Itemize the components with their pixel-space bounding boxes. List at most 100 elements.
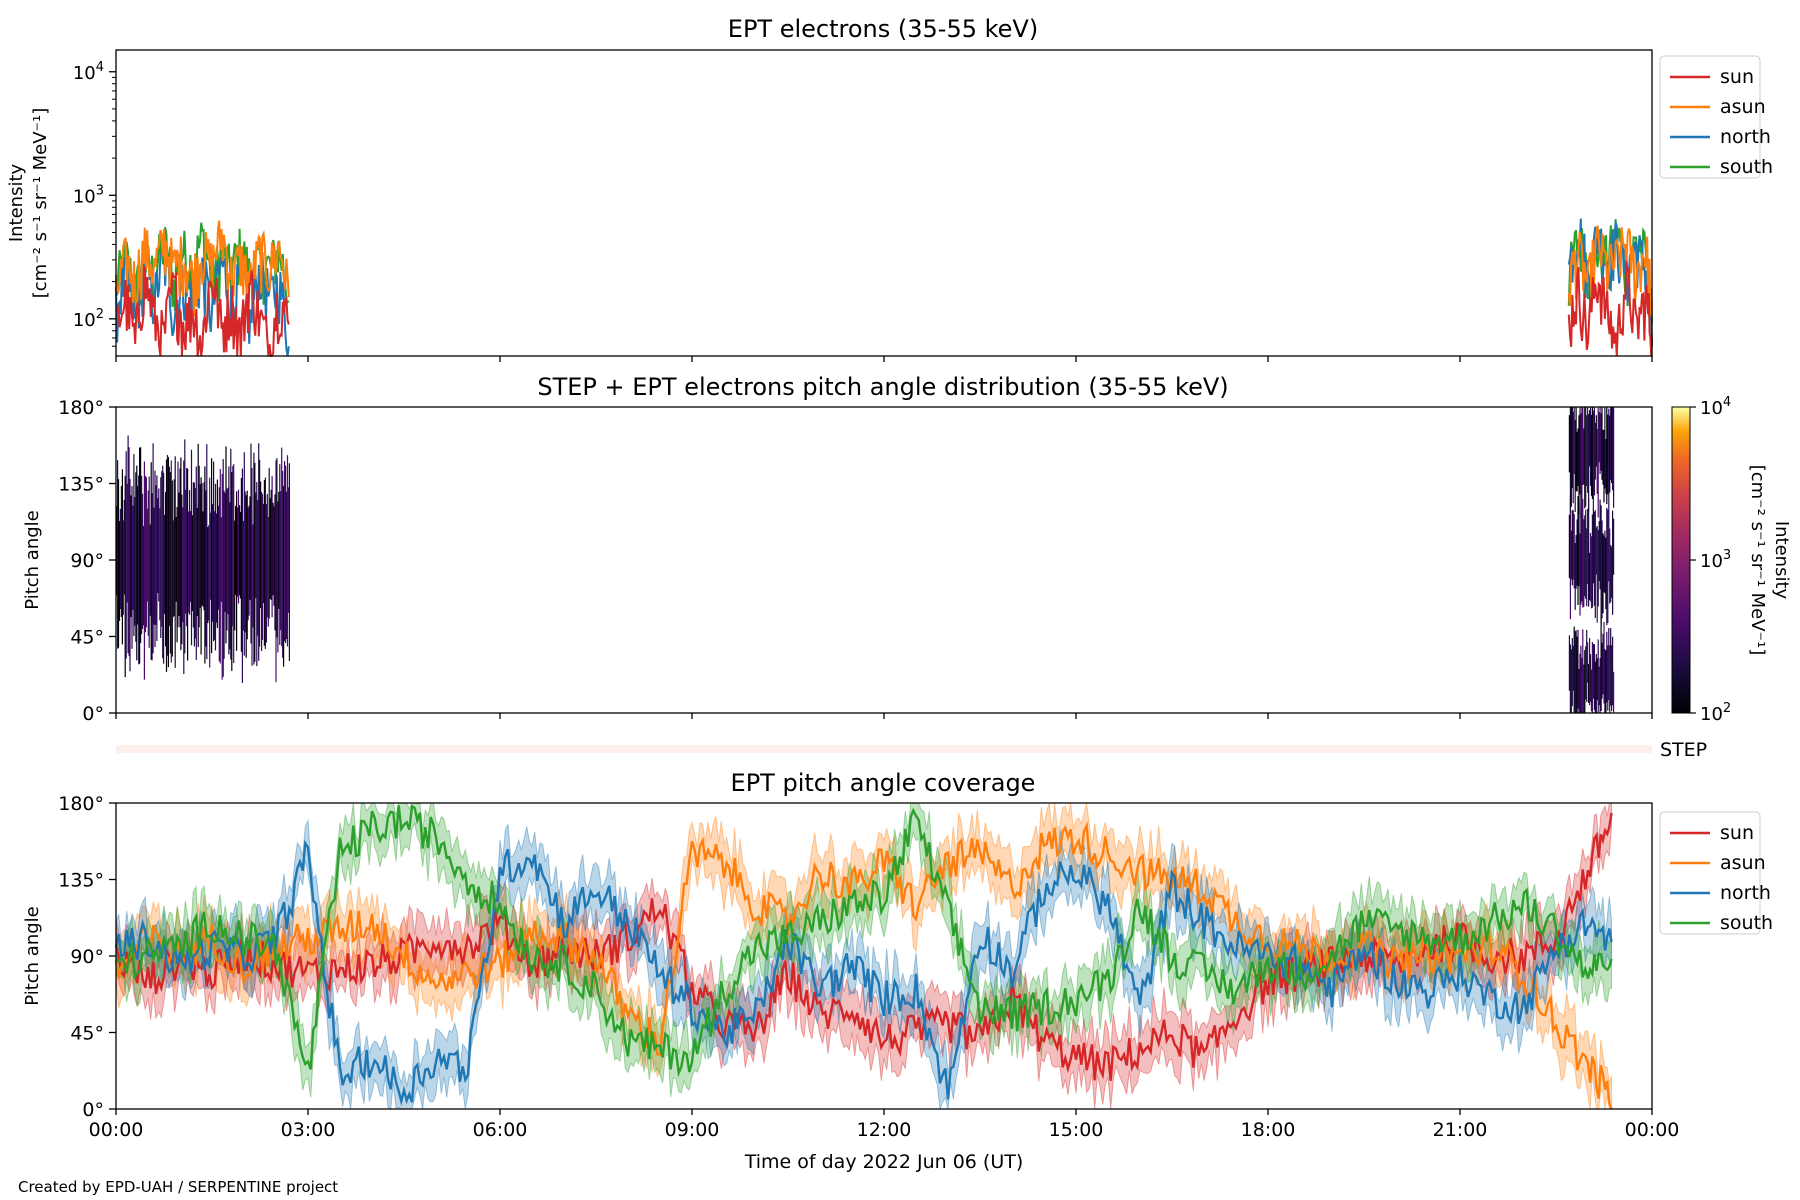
pad-bin (167, 457, 169, 668)
pad-bin (1574, 420, 1576, 512)
pad-bin (239, 512, 241, 599)
pad-bin (1585, 509, 1587, 599)
pad-bin (1587, 642, 1589, 683)
colorbar (1671, 406, 1691, 714)
series-line-asun (115, 220, 290, 317)
pad-bin (187, 468, 189, 661)
pad-bin (147, 490, 149, 636)
pad-bin (245, 495, 247, 658)
legend-label-north: north (1720, 126, 1771, 148)
panel3-xtick-label: 00:00 (89, 1119, 144, 1141)
pad-bin (1586, 528, 1588, 607)
pad-bin (1595, 654, 1597, 713)
pad-bin (215, 513, 217, 623)
pad-bin (196, 507, 198, 617)
pad-bin (1600, 505, 1602, 625)
step-strip (116, 745, 1652, 753)
pad-bin (240, 478, 242, 652)
pad-bin (1610, 628, 1612, 706)
pad-bin (179, 468, 181, 628)
pad-bin (243, 452, 245, 656)
pad-bin (136, 465, 138, 661)
pad-bin (1612, 636, 1614, 706)
pad-bin (262, 503, 265, 603)
pad-bin (118, 521, 121, 621)
pad-bin (268, 468, 270, 619)
legend-label-south: south (1720, 156, 1773, 178)
pad-bin (1581, 491, 1583, 602)
pad-bin (286, 455, 289, 647)
panel3-title: EPT pitch angle coverage (731, 769, 1036, 797)
panel1-ytick-label: 102 (73, 307, 104, 331)
pad-bin (173, 479, 175, 617)
pad-bin (197, 443, 199, 648)
legend-label-asun: asun (1720, 852, 1766, 874)
legend-label-north: north (1720, 882, 1771, 904)
pad-bin (278, 491, 280, 609)
pad-bin (223, 490, 225, 659)
pad-bin (128, 447, 130, 657)
pad-bin (141, 493, 144, 629)
pad-bin (160, 477, 162, 638)
pad-bin (1597, 639, 1599, 713)
panel3-xtick-label: 09:00 (665, 1119, 720, 1141)
step-strip-label: STEP (1660, 739, 1707, 761)
pad-bin (1609, 528, 1611, 604)
legend-label-south: south (1720, 912, 1773, 934)
pad-bin (1577, 428, 1579, 486)
pad-bin (224, 493, 226, 612)
pad-bin (280, 491, 282, 631)
pad-bin (251, 467, 253, 666)
panel2-ytick-label: 45° (70, 627, 104, 649)
pad-bin (237, 489, 240, 604)
pad-bin (172, 520, 174, 618)
pad-bin (283, 486, 285, 667)
pad-bin (142, 526, 145, 626)
pad-bin (1599, 658, 1601, 713)
pad-bin (246, 490, 248, 640)
pad-bin (256, 482, 258, 667)
pad-bin (1590, 536, 1593, 609)
panel-coverage: EPT pitch angle coverage 0° 45° 90° 135° 180… (22, 769, 1773, 1173)
pad-bin (247, 507, 249, 621)
pad-bin (134, 497, 136, 626)
pad-bin (1604, 407, 1606, 489)
pad-bin (241, 468, 243, 683)
pad-bin (195, 466, 197, 660)
panel3-ylabel: Pitch angle (22, 906, 43, 1005)
pad-bin (263, 480, 265, 646)
pad-bin (1579, 653, 1581, 713)
pad-bin (1570, 530, 1572, 580)
pad-bin (1605, 650, 1607, 713)
panel1-ylabel-line1: Intensity (6, 163, 27, 242)
pad-bin (117, 479, 120, 648)
panel-intensity: EPT electrons (35-55 keV) 102 103 104 Inte… (6, 15, 1773, 362)
pad-bin (281, 447, 283, 647)
pad-bin (1594, 422, 1596, 480)
pad-bin (1572, 645, 1574, 691)
pad-bin (228, 466, 230, 655)
panel1-ytick-label: 103 (73, 183, 104, 207)
pad-bin (131, 486, 133, 649)
panel1-title: EPT electrons (35-55 keV) (728, 15, 1038, 43)
pad-bin (1571, 407, 1573, 489)
panel3-ytick-label: 180° (58, 793, 104, 815)
pad-bin (176, 507, 178, 643)
pad-bin (181, 494, 183, 645)
pad-bin (137, 486, 139, 625)
pad-bin (1569, 496, 1571, 620)
pad-bin (156, 475, 158, 641)
pad-bin (1608, 628, 1610, 701)
pad-bin (1606, 631, 1608, 703)
pad-bin (155, 485, 157, 625)
panel3-xtick-label: 06:00 (473, 1119, 528, 1141)
pad-bin (1581, 407, 1583, 514)
pad-bin (123, 499, 125, 595)
pad-bin (183, 460, 185, 674)
pad-bin (1588, 414, 1590, 512)
pad-bin (206, 444, 208, 660)
panel3-ytick-label: 135° (58, 870, 104, 892)
pad-bin (1598, 666, 1600, 706)
pad-bin (261, 492, 263, 651)
pad-bin (244, 491, 246, 633)
